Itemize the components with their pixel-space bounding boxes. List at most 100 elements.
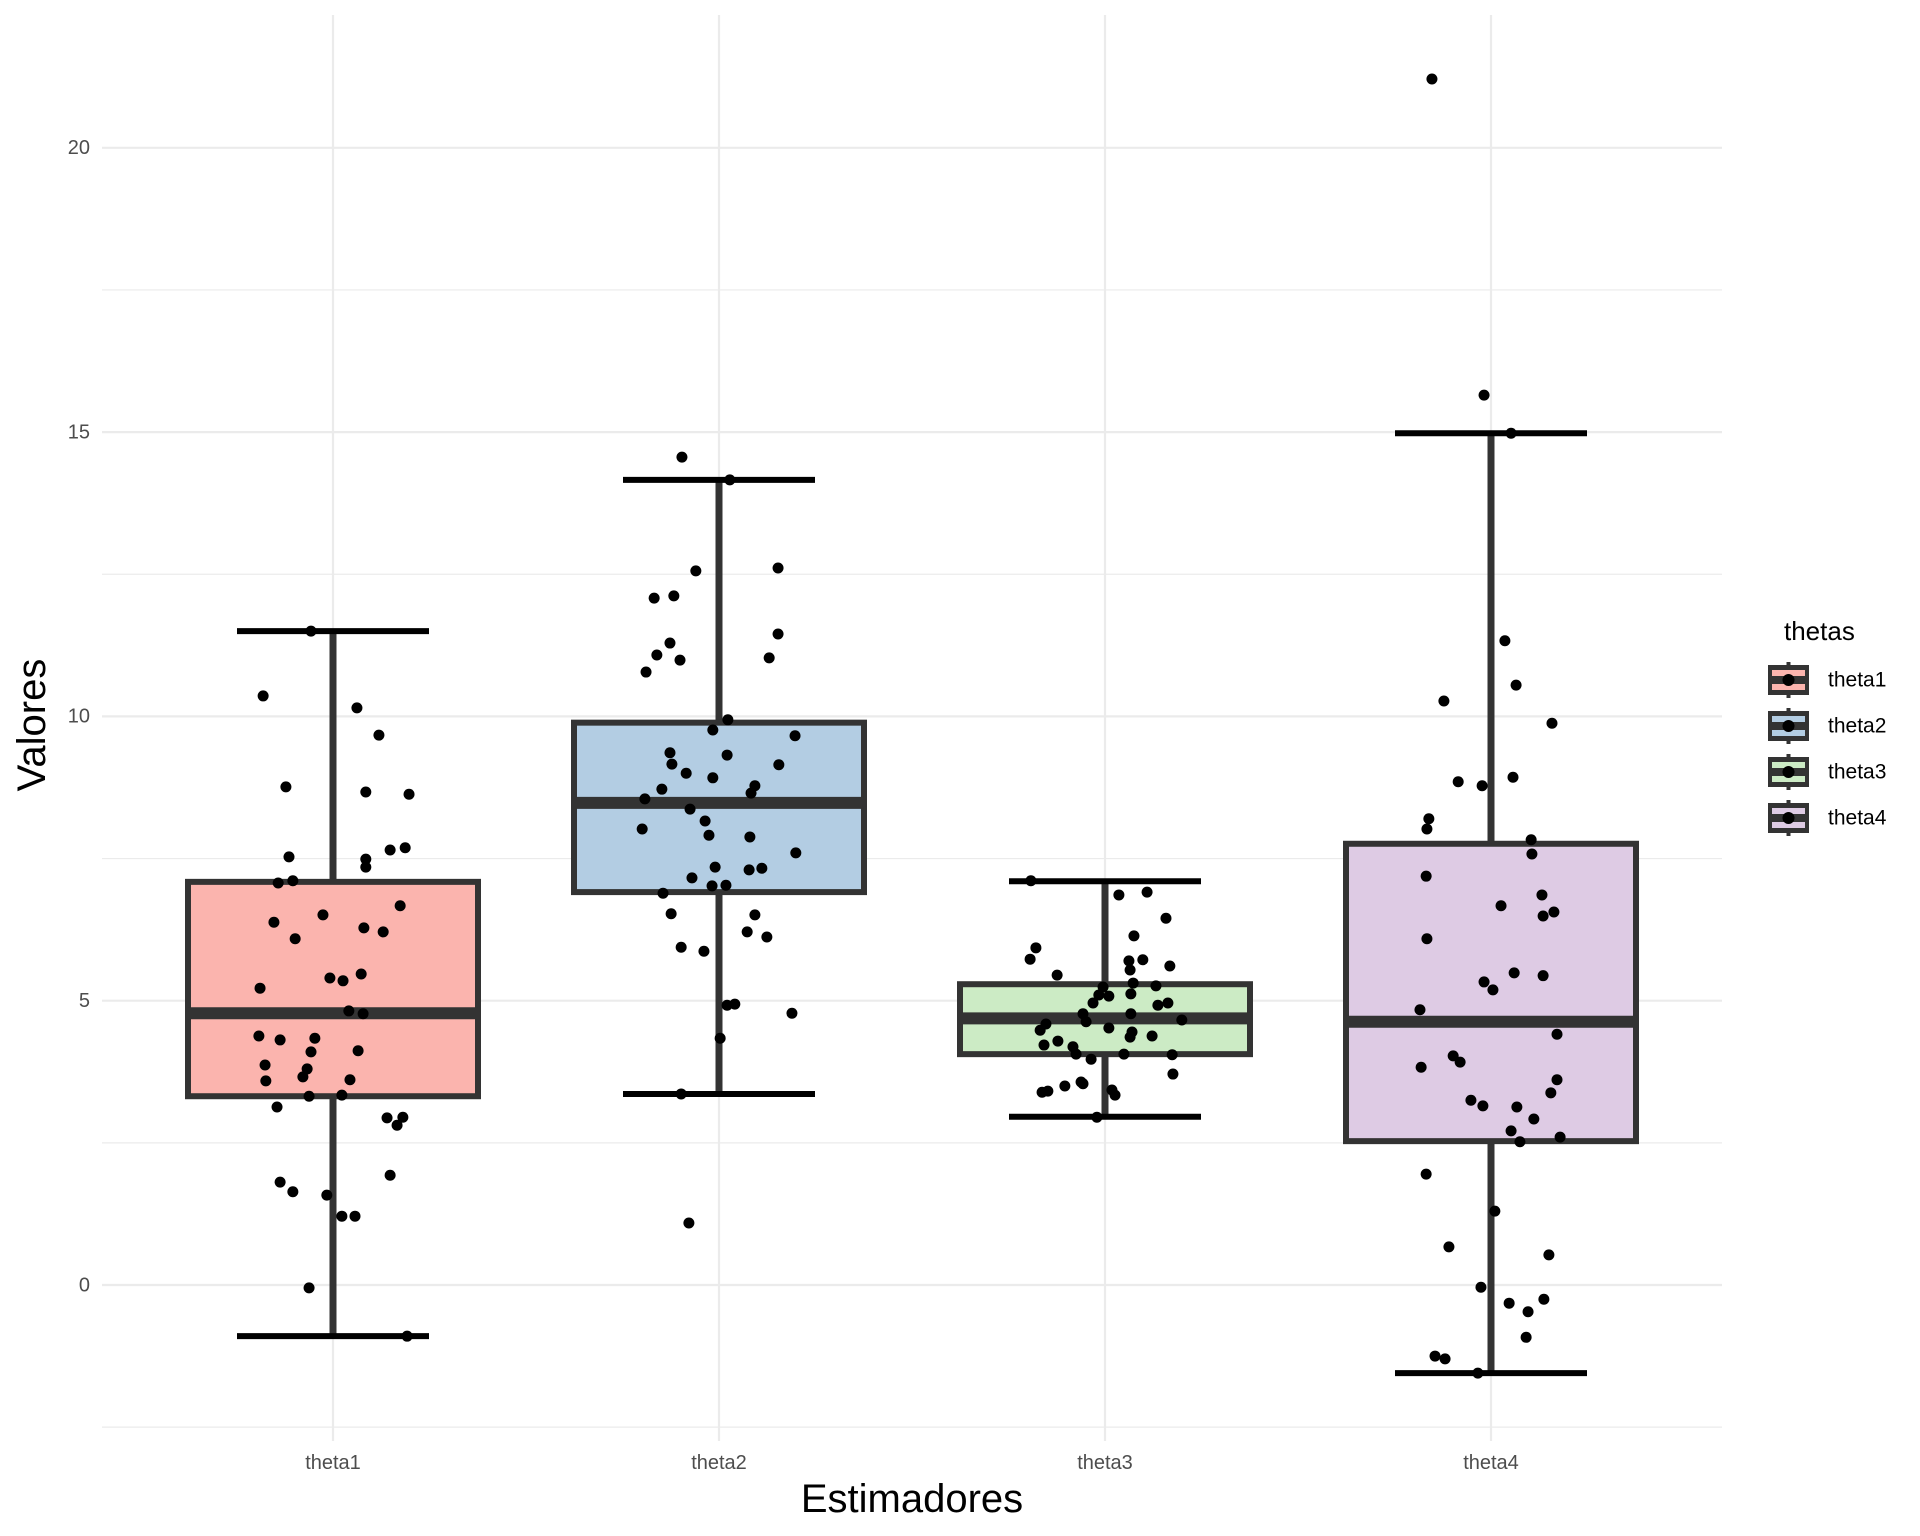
legend-key-point	[1782, 766, 1795, 778]
data-point-theta1	[352, 1045, 364, 1057]
data-point-theta3	[1025, 875, 1037, 887]
data-point-theta2	[790, 847, 802, 859]
grid-lines	[102, 15, 1722, 1441]
jitter-points	[253, 73, 1566, 1379]
data-point-theta4	[1415, 1061, 1427, 1073]
data-point-theta2	[686, 872, 698, 884]
data-point-theta1	[272, 877, 284, 889]
legend-label: theta3	[1828, 761, 1886, 784]
box-iqr	[185, 878, 481, 1100]
data-point-theta3	[1124, 964, 1136, 976]
data-point-theta4	[1554, 1131, 1566, 1143]
data-point-theta2	[664, 637, 676, 649]
data-point-theta1	[289, 933, 301, 945]
data-point-theta3	[1166, 1049, 1178, 1061]
data-point-theta4	[1526, 848, 1538, 860]
x-tick-label: theta3	[1077, 1452, 1133, 1474]
data-point-theta4	[1505, 427, 1517, 439]
data-point-theta2	[789, 730, 801, 742]
y-tick-label: 20	[68, 137, 90, 159]
data-point-theta3	[1059, 1080, 1071, 1092]
y-tick-labels: 0 5 10 15 20	[68, 137, 90, 1296]
data-point-theta3	[1103, 1022, 1115, 1034]
data-point-theta3	[1077, 1078, 1089, 1090]
data-point-theta2	[639, 793, 651, 805]
data-point-theta2	[684, 803, 696, 815]
x-tick-label: theta4	[1463, 1452, 1519, 1474]
data-point-theta1	[351, 702, 363, 714]
data-point-theta1	[344, 1074, 356, 1086]
x-tick-labels: theta1 theta2 theta3 theta4	[305, 1452, 1519, 1474]
data-point-theta2	[668, 590, 680, 602]
data-point-theta2	[786, 1007, 798, 1019]
data-point-theta4	[1414, 1004, 1426, 1016]
legend-item-theta4: theta4	[1768, 800, 1887, 836]
data-point-theta2	[721, 749, 733, 761]
data-point-theta1	[260, 1075, 272, 1087]
data-point-theta4	[1487, 984, 1499, 996]
data-point-theta1	[317, 909, 329, 921]
legend-label: theta4	[1828, 807, 1887, 830]
data-point-theta4	[1454, 1056, 1466, 1068]
data-point-theta4	[1537, 970, 1549, 982]
data-point-theta2	[664, 747, 676, 759]
data-point-theta1	[358, 922, 370, 934]
data-point-theta1	[297, 1071, 309, 1083]
data-point-theta2	[640, 666, 652, 678]
data-point-theta1	[336, 1089, 348, 1101]
data-point-theta3	[1167, 1068, 1179, 1080]
data-point-theta4	[1522, 1306, 1534, 1318]
data-point-theta3	[1150, 980, 1162, 992]
data-point-theta1	[355, 968, 367, 980]
data-point-theta1	[360, 786, 372, 798]
data-point-theta4	[1537, 910, 1549, 922]
data-point-theta4	[1508, 967, 1520, 979]
data-point-theta3	[1038, 1039, 1050, 1051]
legend-title: thetas	[1784, 616, 1855, 646]
data-point-theta2	[763, 652, 775, 664]
data-point-theta3	[1127, 977, 1139, 989]
data-point-theta1	[377, 926, 389, 938]
data-point-theta2	[720, 879, 732, 891]
x-tick-label: theta1	[305, 1452, 361, 1474]
data-point-theta4	[1477, 1100, 1489, 1112]
data-point-theta3	[1109, 1089, 1121, 1101]
data-point-theta4	[1420, 1168, 1432, 1180]
data-point-theta4	[1438, 695, 1450, 707]
data-point-theta2	[743, 864, 755, 876]
data-point-theta4	[1499, 635, 1511, 647]
data-point-theta3	[1118, 1048, 1130, 1060]
data-point-theta1	[381, 1112, 393, 1124]
data-point-theta2	[773, 759, 785, 771]
data-point-theta1	[397, 1111, 409, 1123]
data-point-theta1	[254, 982, 266, 994]
data-point-theta4	[1421, 823, 1433, 835]
data-point-theta4	[1551, 1074, 1563, 1086]
data-point-theta1	[403, 788, 415, 800]
data-point-theta3	[1162, 997, 1174, 1009]
data-point-theta4	[1423, 813, 1435, 825]
data-point-theta2	[666, 758, 678, 770]
data-point-theta3	[1146, 1030, 1158, 1042]
data-point-theta2	[756, 862, 768, 874]
data-point-theta2	[722, 714, 734, 726]
data-point-theta1	[280, 781, 292, 793]
y-tick-label: 15	[68, 421, 90, 443]
y-tick-label: 0	[79, 1274, 90, 1296]
legend-key-point	[1782, 674, 1795, 686]
data-point-theta4	[1420, 870, 1432, 882]
data-point-theta4	[1520, 1331, 1532, 1343]
data-point-theta3	[1080, 1016, 1092, 1028]
data-point-theta3	[1024, 953, 1036, 965]
data-point-theta3	[1085, 1053, 1097, 1065]
data-point-theta4	[1543, 1249, 1555, 1261]
data-point-theta2	[656, 783, 668, 795]
data-point-theta3	[1124, 1031, 1136, 1043]
data-point-theta1	[391, 1119, 403, 1131]
data-point-theta2	[675, 1088, 687, 1100]
data-point-theta1	[274, 1034, 286, 1046]
data-point-theta2	[657, 887, 669, 899]
data-point-theta4	[1421, 933, 1433, 945]
data-point-theta4	[1452, 776, 1464, 788]
